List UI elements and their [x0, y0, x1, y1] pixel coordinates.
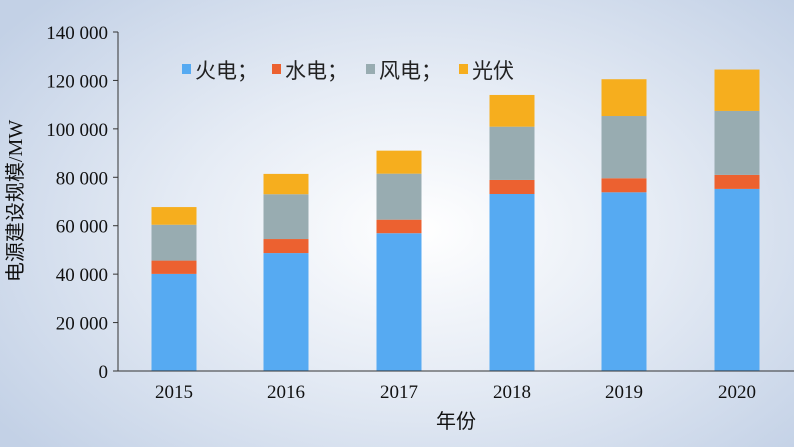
y-tick-label: 0 — [99, 362, 109, 383]
x-tick-label: 2016 — [267, 382, 305, 403]
legend-label: 水电； — [285, 59, 348, 83]
legend-label: 火电； — [195, 59, 258, 83]
bar-segment-2020-水电 — [714, 174, 760, 189]
bar-segment-2019-水电 — [601, 178, 647, 193]
bar-segment-2015-风电 — [151, 224, 197, 261]
bar-segment-2016-水电 — [263, 239, 309, 254]
x-tick-label: 2020 — [718, 382, 756, 403]
x-tick-label: 2015 — [155, 382, 193, 403]
bar-segment-2020-光伏 — [714, 69, 760, 111]
x-tick-label: 2018 — [493, 382, 531, 403]
bar-segment-2018-风电 — [489, 126, 535, 180]
bar-segment-2020-火电 — [714, 188, 760, 371]
bar-segment-2020-风电 — [714, 110, 760, 175]
bar-segment-2017-风电 — [376, 173, 422, 220]
y-tick-label: 120 000 — [46, 71, 108, 92]
legend-swatch — [459, 64, 468, 74]
x-tick-label: 2019 — [605, 382, 643, 403]
bar-segment-2015-水电 — [151, 260, 197, 274]
y-tick-label: 100 000 — [46, 120, 108, 141]
y-tick-label: 20 000 — [56, 314, 108, 335]
bar-segment-2016-火电 — [263, 253, 309, 371]
y-tick-label: 40 000 — [56, 265, 108, 286]
legend-label: 风电； — [379, 59, 442, 83]
bar-segment-2019-火电 — [601, 192, 647, 371]
y-tick-label: 80 000 — [56, 168, 108, 189]
legend-swatch — [366, 64, 375, 74]
legend: 火电； 水电； 风电； 光伏 — [182, 59, 514, 83]
bar-segment-2015-光伏 — [151, 207, 197, 225]
bar-segment-2016-光伏 — [263, 173, 309, 195]
legend-label: 光伏 — [472, 59, 514, 83]
legend-swatch — [272, 64, 281, 74]
bar-segment-2016-风电 — [263, 194, 309, 240]
legend-swatch — [182, 64, 191, 74]
y-tick-label: 60 000 — [56, 217, 108, 238]
bar-segment-2018-水电 — [489, 179, 535, 194]
x-tick-label: 2017 — [380, 382, 418, 403]
bar-segment-2017-水电 — [376, 219, 422, 234]
bar-segment-2017-火电 — [376, 233, 422, 371]
bar-segment-2019-风电 — [601, 116, 647, 179]
bar-segment-2019-光伏 — [601, 79, 647, 117]
bar-segment-2017-光伏 — [376, 150, 422, 174]
y-axis-label: 电源建设规模/MW — [4, 120, 27, 282]
y-tick-label: 140 000 — [46, 23, 108, 44]
bar-segment-2018-火电 — [489, 193, 535, 371]
bar-segment-2018-光伏 — [489, 94, 535, 127]
x-axis-label: 年份 — [436, 410, 476, 433]
bar-segment-2015-火电 — [151, 273, 197, 371]
